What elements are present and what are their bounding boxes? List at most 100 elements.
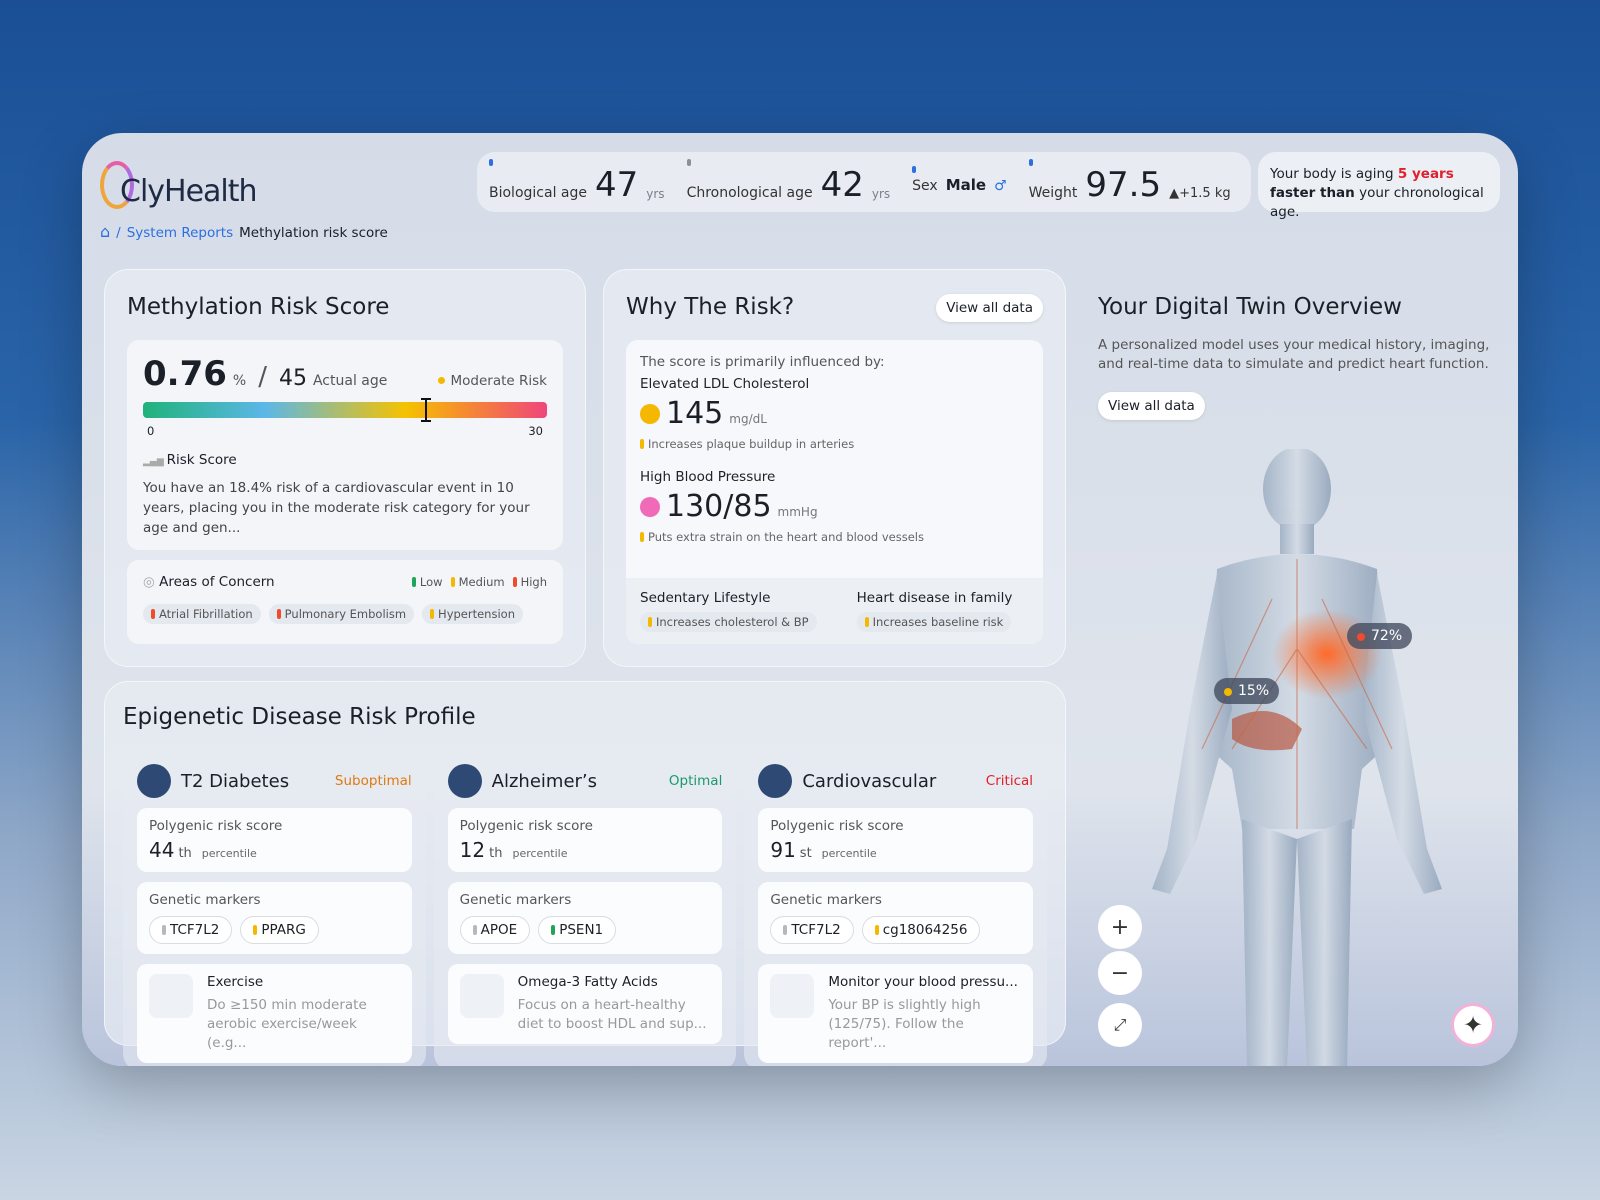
concern-chips: Atrial Fibrillation Pulmonary Embolism Hyp… [143, 604, 547, 624]
factor-intro: The score is primarily influenced by: [640, 354, 885, 370]
rec-text: Focus on a heart-healthy diet to boost H… [517, 997, 707, 1032]
logo[interactable]: ClyHealth [100, 161, 258, 209]
body-model [1152, 449, 1442, 1066]
other-name: Sedentary Lifestyle [640, 590, 771, 606]
other-note: Increases baseline risk [856, 612, 1012, 632]
score-row: 0.76% / 45 Actual age Moderate Risk [143, 354, 547, 394]
disease-icon [447, 764, 482, 798]
disease-name: Alzheimer’s [491, 770, 598, 792]
zoom-out-button[interactable]: − [1098, 951, 1142, 995]
legend-item: High [512, 575, 547, 589]
concern-panel: Areas of Concern Low Medium High Atrial Fib… [127, 560, 563, 644]
other-factor: Heart disease in family Increases baselin… [856, 590, 1013, 632]
legend-label: Medium [458, 575, 505, 589]
view-all-button[interactable]: View all data [936, 294, 1043, 322]
rec-icon [459, 974, 504, 1018]
why-card: Why The Risk? View all data The score is… [603, 269, 1066, 667]
marker-chip[interactable]: TCF7L2 [149, 916, 233, 944]
stat: Weight 97.5 ▲+1.5 kg [1028, 159, 1231, 202]
twin-section: Your Digital Twin Overview A personalize… [1098, 294, 1498, 420]
stat-label: Sex [912, 178, 938, 194]
methylation-card: Methylation Risk Score 0.76% / 45 Actual ag… [104, 269, 586, 667]
stat-unit: yrs [871, 187, 891, 201]
card-title: Why The Risk? [626, 294, 795, 320]
twin-description: A personalized model uses your medical h… [1098, 337, 1490, 372]
marker-chip[interactable]: TCF7L2 [770, 916, 854, 944]
stat-indicator [1028, 159, 1033, 166]
recommendation: Exercise Do ≥150 min moderate aerobic exe… [137, 964, 412, 1063]
legend-swatch [411, 577, 416, 587]
note-text: Increases baseline risk [872, 615, 1004, 629]
chip-swatch [162, 925, 166, 935]
stat-value: 47 [595, 165, 639, 205]
rec-body: Exercise Do ≥150 min moderate aerobic exe… [207, 974, 400, 1053]
chip-swatch [430, 609, 435, 619]
risk-description: You have an 18.4% risk of a cardiovascul… [143, 480, 530, 536]
risk-marker[interactable]: 15% [1214, 678, 1280, 704]
marker-chip[interactable]: cg18064256 [861, 916, 981, 944]
legend-label: Low [419, 575, 443, 589]
chip-label: PSEN1 [559, 922, 604, 938]
marker-chip[interactable]: APOE [459, 916, 531, 944]
markers-box: Genetic markers APOE PSEN1 [447, 882, 723, 954]
stat-label: Weight [1028, 185, 1078, 201]
factor-value-row: 130/85 mmHg [640, 489, 1029, 524]
stat: Chronological age 42 yrs [686, 159, 891, 202]
other-note: Increases cholesterol & BP [640, 612, 817, 632]
disease-card: Alzheimer’s Optimal Polygenic risk score 12… [433, 750, 737, 1066]
gauge-max: 30 [528, 424, 543, 438]
legend-label: High [520, 575, 547, 589]
zoom-in-button[interactable]: + [1098, 905, 1142, 949]
disease-card: Cardiovascular Critical Polygenic risk sco… [744, 750, 1048, 1066]
fullscreen-button[interactable]: ⤢ [1098, 1003, 1142, 1047]
stat: Sex Male ♂ [912, 166, 1007, 194]
dashboard: ClyHealth Biological age 47 yrs Chronologic… [82, 133, 1518, 1066]
risk-marker[interactable]: 72% [1347, 623, 1413, 649]
chip-label: TCF7L2 [791, 922, 841, 938]
marker-label: 15% [1238, 683, 1270, 699]
note-text: Increases cholesterol & BP [656, 615, 809, 629]
disease-header: Cardiovascular Critical [758, 764, 1033, 798]
markers-label: Genetic markers [149, 892, 261, 908]
legend-item: Low [411, 575, 443, 589]
marker-chip[interactable]: PPARG [240, 916, 319, 944]
crumb-link[interactable]: System Reports [126, 225, 234, 241]
concern-title: Areas of Concern [143, 574, 275, 590]
stat-label: Chronological age [686, 185, 813, 201]
age: 45 [278, 366, 307, 391]
marker-dot [1224, 688, 1232, 696]
prs-label: Polygenic risk score [459, 818, 593, 834]
prs-value: 12 [459, 838, 486, 862]
aging-note: Your body is aging 5 years faster than y… [1258, 152, 1500, 220]
risk-level: Moderate Risk [438, 373, 547, 389]
factor-unit: mmHg [777, 505, 818, 519]
prs-percentile: percentile [512, 847, 568, 860]
concern-chip[interactable]: Hypertension [422, 604, 523, 624]
section-title: Epigenetic Disease Risk Profile [123, 704, 476, 730]
other-name: Heart disease in family [856, 590, 1013, 606]
concern-chip[interactable]: Pulmonary Embolism [268, 604, 415, 624]
view-all-button[interactable]: View all data [1098, 392, 1205, 420]
disease-card: T2 Diabetes Suboptimal Polygenic risk scor… [123, 750, 426, 1066]
note-swatch [640, 439, 644, 449]
rec-body: Monitor your blood pressu... Your BP is s… [828, 974, 1021, 1053]
chip-label: Atrial Fibrillation [159, 607, 253, 621]
concern-head: Areas of Concern Low Medium High [143, 574, 547, 590]
marker-chips: APOE PSEN1 [459, 916, 711, 944]
concern-chip[interactable]: Atrial Fibrillation [143, 604, 261, 624]
markers-box: Genetic markers TCF7L2 PPARG [137, 882, 412, 954]
risk-label: Risk Score [143, 452, 547, 468]
separator: / [258, 362, 267, 392]
ai-assistant-button[interactable]: ✦ [1451, 1003, 1495, 1047]
recommendation: Monitor your blood pressu... Your BP is s… [758, 964, 1034, 1063]
chip-label: cg18064256 [882, 922, 968, 938]
section-title: Your Digital Twin Overview [1098, 294, 1402, 320]
marker-chip[interactable]: PSEN1 [538, 916, 617, 944]
chip-label: PPARG [261, 922, 306, 938]
